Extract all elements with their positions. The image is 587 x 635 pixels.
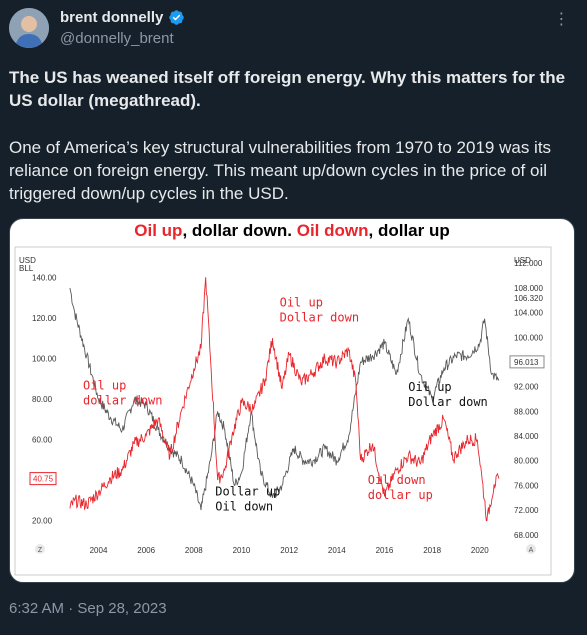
- left-tick-label: 140.00: [32, 273, 57, 282]
- tweet-body: One of America’s key structural vulnerab…: [9, 138, 552, 203]
- x-tick-label: 2016: [376, 546, 394, 555]
- right-tick-label: 108.000: [514, 284, 543, 293]
- x-tick-label: 2018: [423, 546, 441, 555]
- chart-annotation: Oil up: [83, 379, 126, 393]
- left-tick-label: 60.00: [32, 436, 53, 445]
- left-tick-label: 20.00: [32, 517, 53, 526]
- left-tick-label: 100.00: [32, 354, 57, 363]
- author-row: brent donnelly: [60, 9, 185, 26]
- avatar[interactable]: [9, 8, 49, 48]
- chart-title: Oil up, dollar down. Oil down, dollar up: [134, 221, 449, 240]
- right-tick-label: 106.320: [514, 294, 543, 303]
- verified-badge-icon: [169, 10, 185, 25]
- chart-annotation: Dollar up: [215, 484, 280, 498]
- right-tick-label: 92.000: [514, 383, 539, 392]
- tweet-media[interactable]: Oil up, dollar down. Oil down, dollar up…: [9, 218, 575, 583]
- right-tick-label: 104.000: [514, 309, 543, 318]
- display-name[interactable]: brent donnelly: [60, 9, 164, 26]
- right-tick-label: 112.000: [514, 259, 543, 268]
- x-tick-label: 2008: [185, 546, 203, 555]
- right-last-value-badge: [509, 355, 545, 369]
- series-line-oil: [69, 277, 500, 522]
- x-tick-label: 2006: [137, 546, 155, 555]
- right-tick-label: 76.000: [514, 481, 539, 490]
- avatar-image: [9, 8, 49, 48]
- chart-title-part: Oil up: [134, 221, 182, 240]
- author-handle[interactable]: @donnelly_brent: [60, 30, 174, 47]
- right-tick-label: 80.000: [514, 457, 539, 466]
- chart-annotation: Oil down: [368, 473, 426, 487]
- left-last-value-badge: [29, 472, 57, 486]
- svg-text:Z: Z: [38, 547, 43, 554]
- left-tick-label: 80.00: [32, 395, 53, 404]
- right-tick-label: 84.000: [514, 432, 539, 441]
- tweet-timestamp[interactable]: 6:32 AM · Sep 28, 2023: [9, 600, 167, 617]
- right-axis-label: USD: [514, 256, 531, 265]
- chart-annotation: Dollar down: [280, 310, 359, 324]
- svg-text:A: A: [529, 547, 534, 554]
- right-tick-label: 100.000: [514, 333, 543, 342]
- chart-annotation: Oil up: [280, 295, 323, 309]
- more-options-icon[interactable]: ⋮: [553, 11, 571, 28]
- chart-annotation: Oil up: [408, 380, 451, 394]
- x-tick-label: 2010: [233, 546, 251, 555]
- series-layer: [69, 277, 500, 522]
- chart-title-part: Oil down: [297, 221, 369, 240]
- chart-frame: [14, 246, 552, 576]
- chart-annotation: dollar up: [368, 488, 433, 502]
- chart-annotation: Oil down: [215, 499, 273, 513]
- x-tick-label: 2020: [471, 546, 489, 555]
- left-last-value-label: 40.75: [33, 475, 54, 484]
- x-tick-label: 2012: [280, 546, 298, 555]
- right-tick-label: 96.013: [514, 358, 539, 367]
- left-axis: 140.00120.00100.0080.0060.0040.0020.0040…: [29, 273, 57, 526]
- tweet-headline: The US has weaned itself off foreign ene…: [9, 68, 566, 110]
- right-tick-label: 72.000: [514, 506, 539, 515]
- chart-annotation: Dollar down: [408, 395, 487, 409]
- x-tick-label: 2004: [90, 546, 108, 555]
- chart-corner-marks: Z A: [35, 544, 536, 554]
- oil-usd-chart: Oil up, dollar down. Oil down, dollar up…: [14, 221, 552, 576]
- chart-title-part: , dollar up: [369, 221, 450, 240]
- x-tick-label: 2014: [328, 546, 346, 555]
- right-tick-label: 88.000: [514, 407, 539, 416]
- chart-annotation: dollar down: [83, 394, 162, 408]
- left-axis-label-1: USD: [19, 256, 36, 265]
- chart-title-part: , dollar down.: [182, 221, 296, 240]
- x-axis: 2004 2006 2008 2010 2012 2014 2016 2018 2020: [90, 546, 490, 555]
- left-tick-label: 120.00: [32, 314, 57, 323]
- left-axis-label-2: BLL: [19, 264, 34, 273]
- series-line-usd: [69, 287, 500, 511]
- right-tick-label: 68.000: [514, 531, 539, 540]
